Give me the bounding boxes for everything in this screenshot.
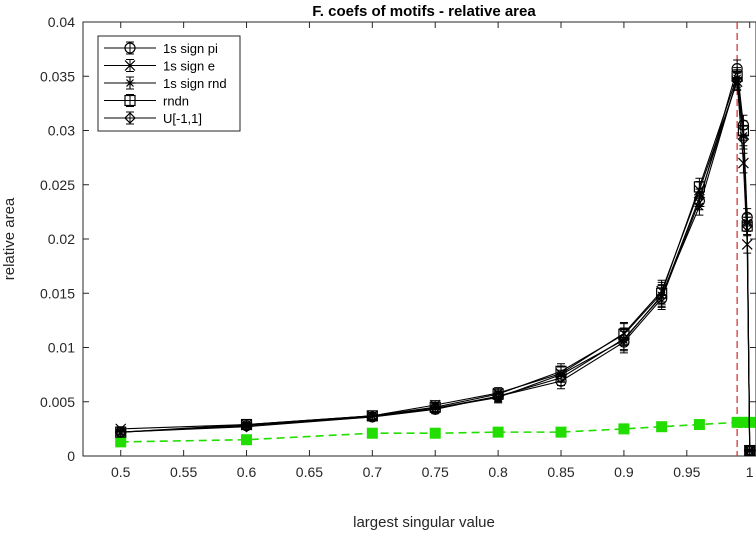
- legend-label: 1s sign e: [163, 59, 215, 74]
- x-tick-label: 1: [746, 464, 754, 480]
- legend-label: 1s sign rnd: [163, 76, 227, 91]
- data-point: [429, 403, 441, 415]
- x-tick-label: 0.9: [614, 464, 634, 480]
- data-point: [737, 157, 749, 169]
- legend-errorbar: [126, 94, 134, 107]
- series-5: [115, 416, 756, 448]
- legend-entry: rndn: [104, 94, 189, 109]
- data-point: [618, 423, 630, 435]
- data-point: [737, 119, 750, 131]
- y-tick-label: 0.03: [48, 123, 75, 139]
- data-point: [693, 184, 705, 196]
- series-0: [115, 59, 756, 457]
- legend-entry: 1s sign e: [104, 59, 215, 74]
- legend-marker: [124, 112, 136, 124]
- y-tick-label: 0.02: [48, 231, 75, 247]
- y-tick-label: 0.015: [40, 285, 75, 301]
- error-bar: [242, 422, 251, 429]
- legend-marker: [124, 94, 136, 107]
- data-point: [240, 420, 253, 432]
- error-bar: [695, 191, 704, 211]
- data-point: [115, 426, 127, 438]
- legend-entry: 1s sign rnd: [104, 76, 227, 91]
- x-tick-label: 0.75: [422, 464, 449, 480]
- error-bar: [743, 208, 752, 227]
- error-bar: [368, 413, 377, 421]
- data-point: [618, 336, 630, 348]
- legend-label: U[-1,1]: [163, 111, 202, 126]
- data-point: [555, 375, 567, 387]
- data-point: [492, 390, 504, 402]
- legend-label: rndn: [163, 94, 189, 109]
- data-point: [656, 293, 668, 305]
- y-tick-label: 0: [67, 448, 75, 464]
- x-tick-label: 0.6: [237, 464, 257, 480]
- axis-ticks: 0.5 0.55 0.6 0.65 0.7 0.75 0.8 0.85 0.9 0.95 1 0 0.0…: [40, 14, 756, 480]
- legend-entry: U[-1,1]: [104, 111, 202, 126]
- y-tick-label: 0.04: [48, 14, 75, 30]
- legend-marker: [124, 60, 136, 71]
- error-bar: [739, 114, 748, 136]
- x-tick-label: 0.7: [363, 464, 383, 480]
- legend-errorbar: [126, 41, 134, 55]
- data-point: [555, 426, 567, 438]
- x-tick-label: 0.85: [547, 464, 574, 480]
- data-point: [744, 444, 756, 457]
- data-point: [115, 436, 127, 448]
- error-bar: [745, 448, 754, 453]
- error-bar: [733, 59, 742, 78]
- y-tick-label: 0.01: [48, 340, 75, 356]
- data-point: [693, 195, 705, 207]
- data-point: [693, 419, 705, 431]
- error-bar: [619, 330, 628, 354]
- x-axis-label: largest singular value: [353, 514, 495, 531]
- legend-label: 1s sign pi: [163, 41, 218, 56]
- legend-marker: [124, 42, 136, 54]
- x-tick-label: 0.8: [488, 464, 508, 480]
- y-tick-label: 0.025: [40, 177, 75, 193]
- series-layer: [114, 59, 756, 457]
- data-point: [741, 211, 753, 223]
- x-tick-label: 0.95: [673, 464, 700, 480]
- x-tick-label: 0.65: [296, 464, 323, 480]
- data-point: [429, 427, 441, 439]
- data-point: [366, 411, 378, 423]
- x-tick-label: 0.55: [170, 464, 197, 480]
- y-tick-label: 0.005: [40, 394, 75, 410]
- data-point: [731, 63, 743, 75]
- data-point: [241, 434, 253, 446]
- legend-errorbar: [126, 111, 134, 125]
- error-bar: [657, 287, 666, 311]
- legend: 1s sign pi 1s sign e 1s sign rnd rndn U[-1,1…: [97, 35, 241, 132]
- x-tick-label: 0.5: [111, 464, 131, 480]
- legend-entry: 1s sign pi: [104, 41, 218, 56]
- data-point: [656, 421, 668, 433]
- legend-marker: [125, 78, 135, 88]
- data-point: [366, 427, 378, 439]
- data-point: [492, 426, 504, 438]
- chart-title: F. coefs of motifs - relative area: [312, 3, 536, 20]
- error-bar: [116, 429, 125, 435]
- y-axis-label: relative area: [1, 197, 18, 280]
- y-tick-label: 0.035: [40, 68, 75, 84]
